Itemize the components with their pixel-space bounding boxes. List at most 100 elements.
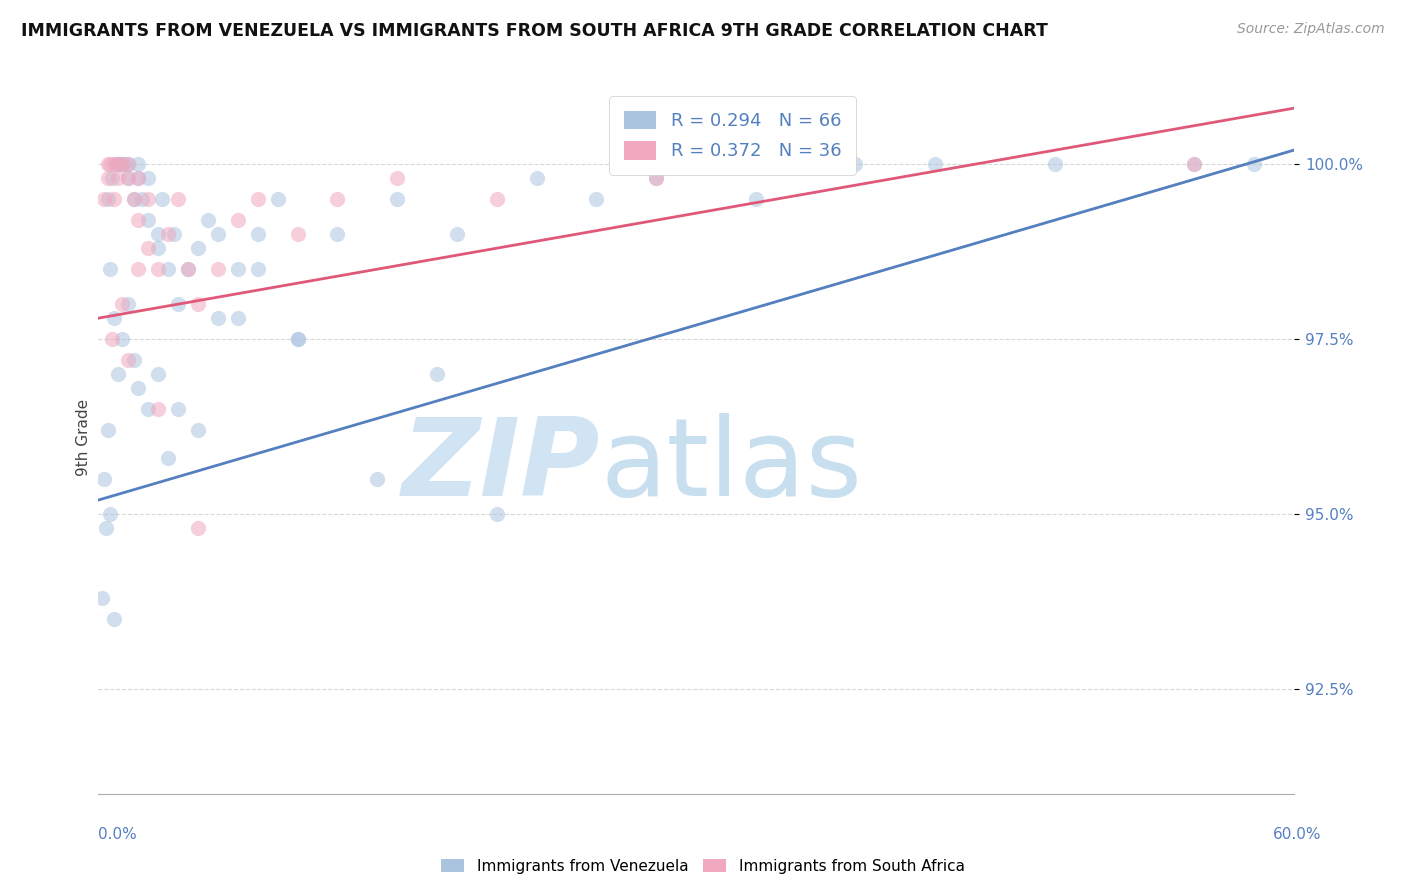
Immigrants from South Africa [148, 402, 170, 417]
Immigrants from Venezuela [197, 213, 219, 227]
Immigrants from Venezuela [226, 311, 249, 326]
Immigrants from Venezuela [150, 192, 173, 206]
Immigrants from South Africa [177, 262, 200, 277]
Immigrants from Venezuela [103, 311, 125, 326]
Immigrants from Venezuela [585, 192, 607, 206]
Immigrants from Venezuela [111, 332, 134, 346]
Immigrants from South Africa [226, 213, 249, 227]
Immigrants from South Africa [136, 192, 159, 206]
Immigrants from South Africa [157, 227, 180, 242]
Immigrants from South Africa [93, 192, 115, 206]
Immigrants from South Africa [111, 297, 134, 311]
Immigrants from South Africa [117, 157, 139, 171]
Immigrants from Venezuela [366, 472, 388, 486]
Immigrants from Venezuela [163, 227, 186, 242]
Immigrants from Venezuela [246, 262, 269, 277]
Y-axis label: 9th Grade: 9th Grade [76, 399, 91, 475]
Legend: Immigrants from Venezuela, Immigrants from South Africa: Immigrants from Venezuela, Immigrants fr… [436, 853, 970, 880]
Immigrants from Venezuela [267, 192, 290, 206]
Immigrants from Venezuela [93, 472, 115, 486]
Immigrants from Venezuela [167, 402, 190, 417]
Immigrants from Venezuela [207, 227, 229, 242]
Immigrants from South Africa [187, 521, 209, 535]
Immigrants from Venezuela [207, 311, 229, 326]
Immigrants from South Africa [246, 192, 269, 206]
Immigrants from South Africa [187, 297, 209, 311]
Immigrants from Venezuela [148, 367, 170, 381]
Immigrants from Venezuela [326, 227, 349, 242]
Immigrants from Venezuela [148, 241, 170, 255]
Immigrants from Venezuela [98, 262, 122, 277]
Immigrants from South Africa [136, 241, 159, 255]
Immigrants from South Africa [97, 157, 120, 171]
Immigrants from Venezuela [97, 423, 120, 437]
Legend: R = 0.294   N = 66, R = 0.372   N = 36: R = 0.294 N = 66, R = 0.372 N = 36 [609, 96, 856, 175]
Immigrants from South Africa [127, 262, 149, 277]
Immigrants from Venezuela [101, 171, 124, 186]
Text: atlas: atlas [600, 413, 862, 518]
Immigrants from Venezuela [745, 192, 768, 206]
Immigrants from South Africa [326, 192, 349, 206]
Immigrants from South Africa [385, 171, 409, 186]
Text: 0.0%: 0.0% [98, 827, 138, 841]
Immigrants from South Africa [127, 171, 149, 186]
Immigrants from Venezuela [167, 297, 190, 311]
Immigrants from Venezuela [136, 213, 159, 227]
Immigrants from Venezuela [426, 367, 449, 381]
Immigrants from South Africa [103, 192, 125, 206]
Immigrants from South Africa [107, 157, 129, 171]
Immigrants from South Africa [101, 332, 124, 346]
Immigrants from Venezuela [1182, 157, 1205, 171]
Immigrants from Venezuela [526, 171, 548, 186]
Immigrants from Venezuela [226, 262, 249, 277]
Immigrants from Venezuela [98, 507, 122, 521]
Immigrants from Venezuela [127, 381, 149, 395]
Immigrants from South Africa [111, 157, 134, 171]
Immigrants from South Africa [167, 192, 190, 206]
Immigrants from South Africa [103, 157, 125, 171]
Immigrants from Venezuela [287, 332, 309, 346]
Immigrants from Venezuela [136, 402, 159, 417]
Immigrants from Venezuela [177, 262, 200, 277]
Text: IMMIGRANTS FROM VENEZUELA VS IMMIGRANTS FROM SOUTH AFRICA 9TH GRADE CORRELATION : IMMIGRANTS FROM VENEZUELA VS IMMIGRANTS … [21, 22, 1047, 40]
Immigrants from Venezuela [124, 353, 146, 368]
Text: ZIP: ZIP [402, 413, 600, 518]
Immigrants from South Africa [124, 192, 146, 206]
Immigrants from Venezuela [148, 227, 170, 242]
Immigrants from Venezuela [103, 612, 125, 626]
Immigrants from South Africa [485, 192, 508, 206]
Immigrants from Venezuela [844, 157, 866, 171]
Immigrants from Venezuela [117, 157, 139, 171]
Immigrants from Venezuela [117, 297, 139, 311]
Immigrants from Venezuela [111, 157, 134, 171]
Immigrants from South Africa [117, 353, 139, 368]
Immigrants from Venezuela [645, 171, 668, 186]
Immigrants from Venezuela [107, 157, 129, 171]
Immigrants from Venezuela [385, 192, 409, 206]
Immigrants from South Africa [127, 213, 149, 227]
Immigrants from Venezuela [287, 332, 309, 346]
Text: 60.0%: 60.0% [1274, 827, 1322, 841]
Immigrants from South Africa [98, 157, 122, 171]
Immigrants from Venezuela [96, 521, 118, 535]
Immigrants from Venezuela [107, 367, 129, 381]
Immigrants from Venezuela [187, 423, 209, 437]
Immigrants from Venezuela [246, 227, 269, 242]
Immigrants from South Africa [107, 171, 129, 186]
Immigrants from South Africa [287, 227, 309, 242]
Immigrants from Venezuela [1043, 157, 1066, 171]
Immigrants from Venezuela [1243, 157, 1265, 171]
Immigrants from Venezuela [112, 157, 135, 171]
Immigrants from Venezuela [127, 171, 149, 186]
Immigrants from Venezuela [924, 157, 946, 171]
Immigrants from Venezuela [110, 157, 132, 171]
Immigrants from Venezuela [187, 241, 209, 255]
Immigrants from Venezuela [97, 192, 120, 206]
Immigrants from Venezuela [485, 507, 508, 521]
Immigrants from Venezuela [136, 171, 159, 186]
Immigrants from Venezuela [105, 157, 128, 171]
Immigrants from Venezuela [157, 262, 180, 277]
Immigrants from Venezuela [117, 171, 139, 186]
Immigrants from Venezuela [131, 192, 153, 206]
Immigrants from South Africa [117, 171, 139, 186]
